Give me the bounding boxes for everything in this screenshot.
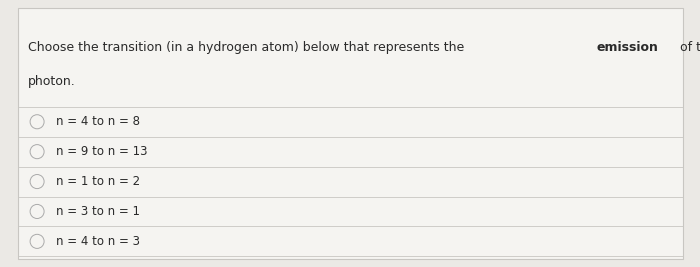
FancyBboxPatch shape [18,8,682,259]
Text: emission: emission [596,41,658,54]
Text: photon.: photon. [28,75,76,88]
Text: n = 1 to n = 2: n = 1 to n = 2 [56,175,140,188]
Text: n = 3 to n = 1: n = 3 to n = 1 [56,205,140,218]
Text: Choose the transition (in a hydrogen atom) below that represents the: Choose the transition (in a hydrogen ato… [28,41,468,54]
Text: n = 4 to n = 8: n = 4 to n = 8 [56,115,140,128]
Text: n = 4 to n = 3: n = 4 to n = 3 [56,235,140,248]
Text: n = 9 to n = 13: n = 9 to n = 13 [56,145,148,158]
Text: of the shortest wavelength: of the shortest wavelength [676,41,700,54]
